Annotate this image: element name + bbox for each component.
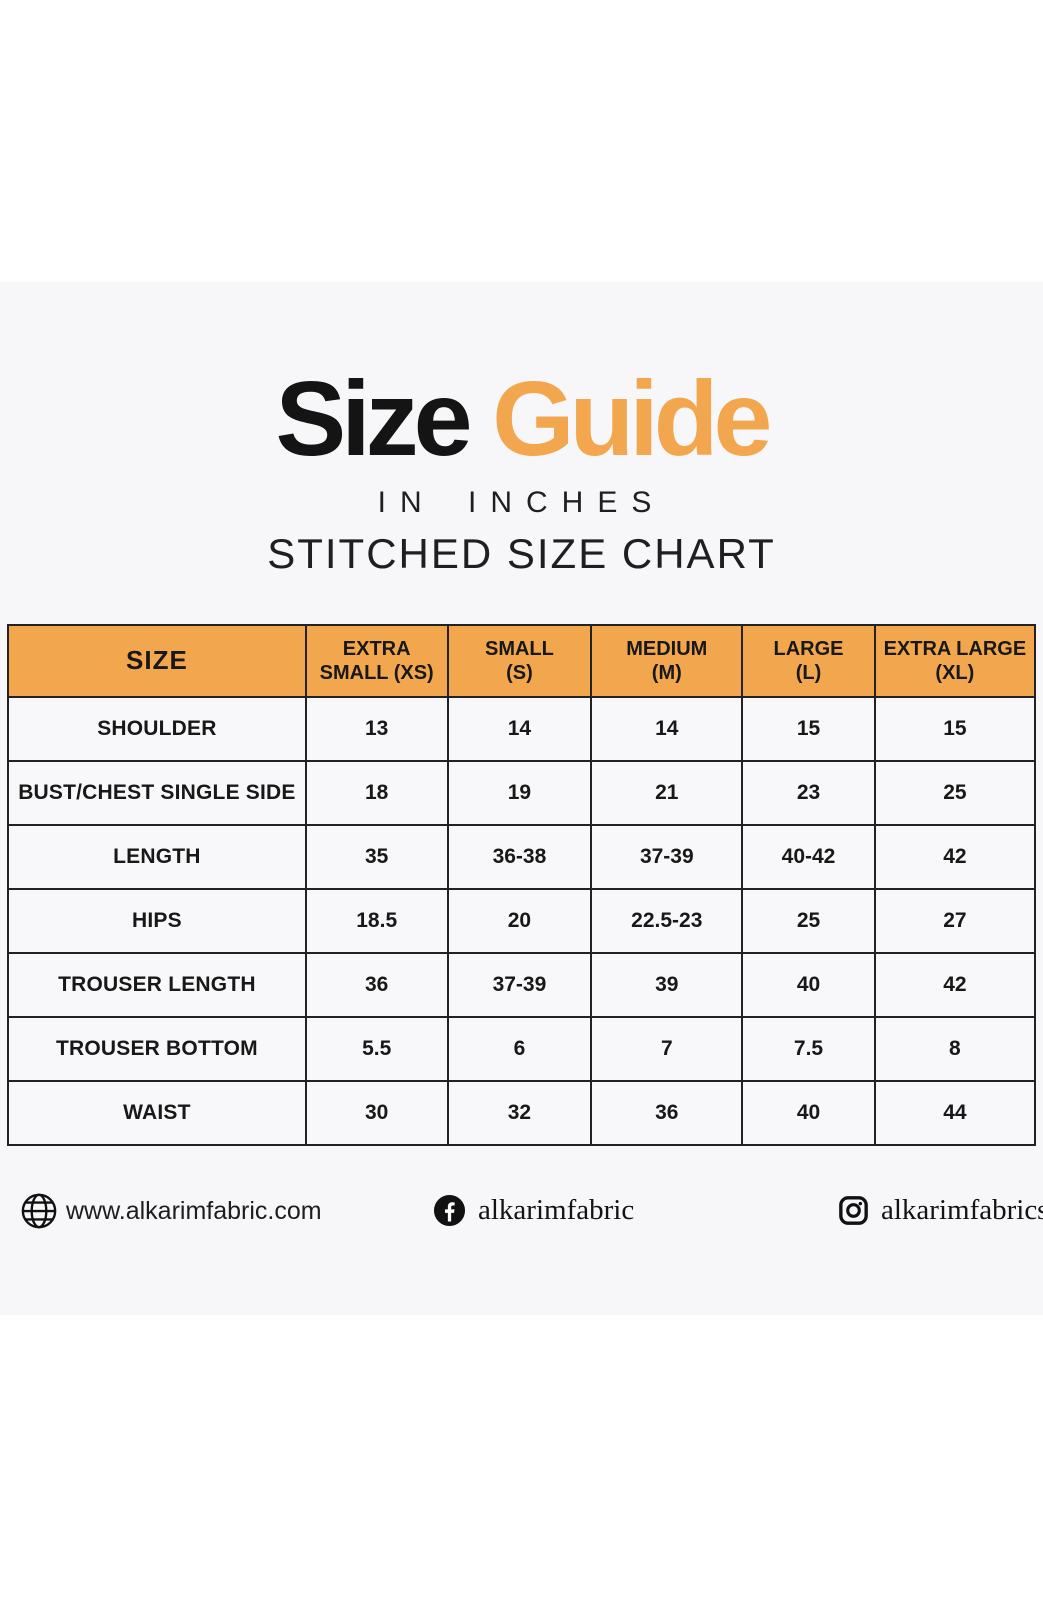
subtitle-stitched-size-chart: STITCHED SIZE CHART bbox=[267, 530, 776, 577]
value-cell: 36 bbox=[590, 1080, 744, 1146]
table-row-waist: WAIST 30 32 36 40 44 bbox=[7, 1080, 1037, 1146]
value-cell: 14 bbox=[590, 696, 744, 762]
table-row-bust-chest: BUST/CHEST SINGLE SIDE 18 19 21 23 25 bbox=[7, 760, 1037, 826]
size-chart-table: SIZE EXTRA SMALL (XS) SMALL (S) MEDIUM (… bbox=[7, 624, 1037, 1146]
value-cell: 36 bbox=[304, 952, 449, 1018]
value-cell: 19 bbox=[446, 760, 593, 826]
value-cell: 23 bbox=[741, 760, 876, 826]
value-cell: 22.5-23 bbox=[590, 888, 744, 954]
value-cell: 13 bbox=[304, 696, 449, 762]
header-cell-xs: EXTRA SMALL (XS) bbox=[304, 624, 449, 698]
value-cell: 37-39 bbox=[590, 824, 744, 890]
website-url: www.alkarimfabric.com bbox=[66, 1196, 322, 1225]
row-label: BUST/CHEST SINGLE SIDE bbox=[7, 760, 307, 826]
table-row-trouser-bottom: TROUSER BOTTOM 5.5 6 7 7.5 8 bbox=[7, 1016, 1037, 1082]
value-cell: 42 bbox=[873, 824, 1037, 890]
value-cell: 18.5 bbox=[304, 888, 449, 954]
instagram-icon bbox=[838, 1195, 869, 1226]
header-cell-s: SMALL (S) bbox=[446, 624, 593, 698]
value-cell: 40-42 bbox=[741, 824, 876, 890]
row-label: HIPS bbox=[7, 888, 307, 954]
value-cell: 40 bbox=[741, 1080, 876, 1146]
instagram-item: alkarimfabrics bbox=[838, 1194, 1043, 1227]
row-label: LENGTH bbox=[7, 824, 307, 890]
footer: www.alkarimfabric.com alkarimfabric alka… bbox=[0, 1186, 1043, 1246]
table-row-hips: HIPS 18.5 20 22.5-23 25 27 bbox=[7, 888, 1037, 954]
table-row-trouser-length: TROUSER LENGTH 36 37-39 39 40 42 bbox=[7, 952, 1037, 1018]
value-cell: 7 bbox=[590, 1016, 744, 1082]
value-cell: 44 bbox=[873, 1080, 1037, 1146]
value-cell: 20 bbox=[446, 888, 593, 954]
title-block: Size Guide IN INCHES STITCHED SIZE CHART bbox=[0, 366, 1043, 578]
website-item: www.alkarimfabric.com bbox=[20, 1192, 322, 1230]
page-title: Size Guide bbox=[0, 366, 1043, 472]
value-cell: 36-38 bbox=[446, 824, 593, 890]
value-cell: 8 bbox=[873, 1016, 1037, 1082]
facebook-item: alkarimfabric bbox=[433, 1194, 634, 1227]
row-label: TROUSER LENGTH bbox=[7, 952, 307, 1018]
table-header-row: SIZE EXTRA SMALL (XS) SMALL (S) MEDIUM (… bbox=[7, 624, 1037, 698]
value-cell: 39 bbox=[590, 952, 744, 1018]
page-title-orange: Guide bbox=[492, 360, 772, 478]
value-cell: 35 bbox=[304, 824, 449, 890]
value-cell: 14 bbox=[446, 696, 593, 762]
row-label: TROUSER BOTTOM bbox=[7, 1016, 307, 1082]
value-cell: 25 bbox=[741, 888, 876, 954]
facebook-icon bbox=[433, 1194, 466, 1227]
header-cell-l: LARGE (L) bbox=[741, 624, 876, 698]
header-cell-m: MEDIUM (M) bbox=[590, 624, 744, 698]
table-row-shoulder: SHOULDER 13 14 14 15 15 bbox=[7, 696, 1037, 762]
value-cell: 6 bbox=[446, 1016, 593, 1082]
value-cell: 7.5 bbox=[741, 1016, 876, 1082]
subtitle-in-inches: IN INCHES bbox=[377, 486, 666, 519]
globe-icon bbox=[20, 1192, 58, 1230]
value-cell: 27 bbox=[873, 888, 1037, 954]
value-cell: 18 bbox=[304, 760, 449, 826]
row-label: WAIST bbox=[7, 1080, 307, 1146]
value-cell: 5.5 bbox=[304, 1016, 449, 1082]
row-label: SHOULDER bbox=[7, 696, 307, 762]
value-cell: 15 bbox=[873, 696, 1037, 762]
value-cell: 32 bbox=[446, 1080, 593, 1146]
value-cell: 30 bbox=[304, 1080, 449, 1146]
header-cell-xl: EXTRA LARGE (XL) bbox=[873, 624, 1037, 698]
value-cell: 42 bbox=[873, 952, 1037, 1018]
header-cell-size: SIZE bbox=[7, 624, 307, 698]
value-cell: 40 bbox=[741, 952, 876, 1018]
table-row-length: LENGTH 35 36-38 37-39 40-42 42 bbox=[7, 824, 1037, 890]
value-cell: 37-39 bbox=[446, 952, 593, 1018]
instagram-handle: alkarimfabrics bbox=[881, 1194, 1043, 1226]
page-title-black: Size bbox=[275, 360, 473, 478]
value-cell: 25 bbox=[873, 760, 1037, 826]
value-cell: 21 bbox=[590, 760, 744, 826]
facebook-handle: alkarimfabric bbox=[478, 1194, 635, 1226]
value-cell: 15 bbox=[741, 696, 876, 762]
